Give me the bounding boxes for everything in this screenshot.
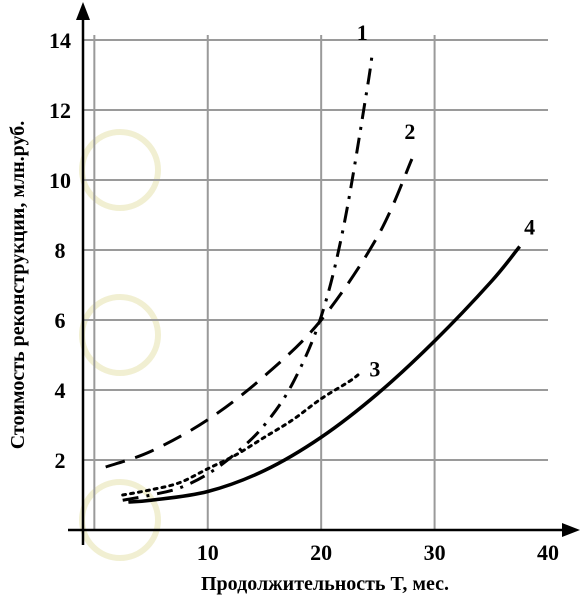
watermark-layer	[79, 129, 161, 561]
curve-label-4: 4	[524, 215, 535, 240]
series-line-3	[121, 371, 363, 497]
axes	[68, 2, 580, 545]
series-line-1	[122, 53, 374, 502]
y-tick-label: 12	[49, 98, 71, 123]
series-line-2	[105, 158, 414, 469]
grid	[83, 35, 548, 530]
y-tick-label: 8	[55, 238, 66, 263]
y-tick-label: 14	[49, 28, 71, 53]
y-tick-label: 10	[49, 168, 71, 193]
y-axis-arrow	[76, 2, 90, 20]
y-tick-label: 2	[55, 448, 66, 473]
curve-label-1: 1	[357, 20, 368, 45]
curve-labels: 1 2 3 4	[357, 20, 535, 382]
x-tick-label: 30	[424, 540, 446, 565]
series-layer	[105, 53, 522, 504]
x-tick-label: 20	[310, 540, 332, 565]
series-line-4	[128, 245, 522, 504]
x-tick-label: 10	[197, 540, 219, 565]
y-tick-label: 4	[55, 378, 66, 403]
tick-labels: 2 4 6 8 10 12 14 10 20 30 40	[49, 28, 559, 565]
x-axis-label: Продолжительность T, мес.	[201, 573, 449, 595]
curve-label-3: 3	[369, 357, 380, 382]
y-axis-label: Стоимость реконструкции, млн.руб.	[7, 121, 29, 450]
x-tick-label: 40	[537, 540, 559, 565]
x-axis-arrow	[562, 523, 580, 537]
curve-label-2: 2	[404, 119, 415, 144]
y-tick-label: 6	[55, 308, 66, 333]
